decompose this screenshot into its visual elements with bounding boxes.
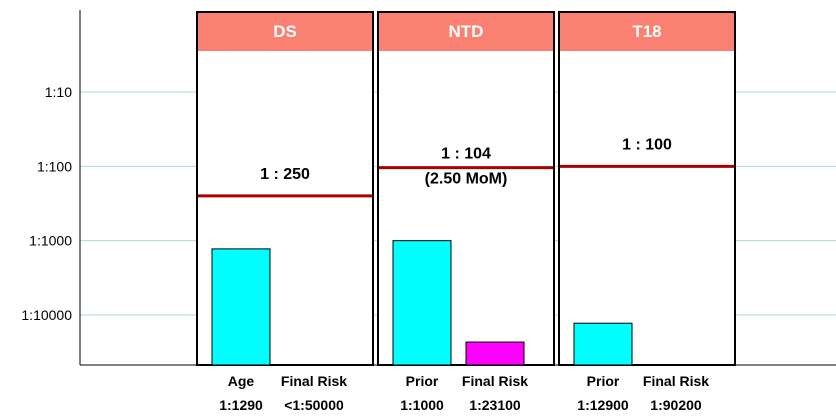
bar-primary (211, 248, 271, 366)
bar-value-label: <1:50000 (284, 397, 344, 413)
cutoff-label: 1 : 100 (622, 136, 672, 153)
bar-final-risk (465, 341, 525, 366)
y-tick-label: 1:1000 (29, 233, 72, 249)
condition-label: T18 (632, 22, 661, 41)
panel-ntd: NTD Prior 1:1000 Final Risk 1:23100 1 : 104 (2… (377, 11, 555, 413)
cutoff-label: 1 : 104 (441, 146, 491, 163)
bar-value-label: 1:1000 (400, 397, 444, 413)
bar-value-label: 1:23100 (469, 397, 521, 413)
y-tick-label: 1:10 (45, 84, 72, 100)
condition-label: NTD (449, 22, 484, 41)
panel-header (560, 13, 734, 51)
cutoff-sublabel: (2.50 MoM) (425, 171, 508, 188)
bar-value-label: 1:12900 (577, 397, 629, 413)
cutoff-label: 1 : 250 (260, 166, 310, 183)
bar-category-label: Final Risk (462, 373, 528, 389)
bar-category-label: Age (228, 373, 255, 389)
condition-label: DS (273, 22, 297, 41)
panel-header (198, 13, 372, 51)
bar-category-label: Final Risk (643, 373, 709, 389)
bar-category-label: Prior (406, 373, 439, 389)
bar-primary (573, 322, 633, 366)
condition-panels: DS Age 1:1290 Final Risk <1:50000 1 : 250 NTD P… (196, 11, 736, 413)
bar-value-label: 1:90200 (650, 397, 702, 413)
y-tick-label: 1:100 (37, 158, 72, 174)
panel-ds: DS Age 1:1290 Final Risk <1:50000 1 : 250 (196, 11, 374, 413)
bar-primary (392, 240, 452, 366)
bar-category-label: Prior (587, 373, 620, 389)
panel-t18: T18 Prior 1:12900 Final Risk 1:90200 1 : 100 (558, 11, 736, 413)
panel-header (379, 13, 553, 51)
panel-frame (558, 11, 736, 366)
bar-category-label: Final Risk (281, 373, 347, 389)
bar-value-label: 1:1290 (219, 397, 263, 413)
y-tick-label: 1:10000 (21, 307, 72, 323)
